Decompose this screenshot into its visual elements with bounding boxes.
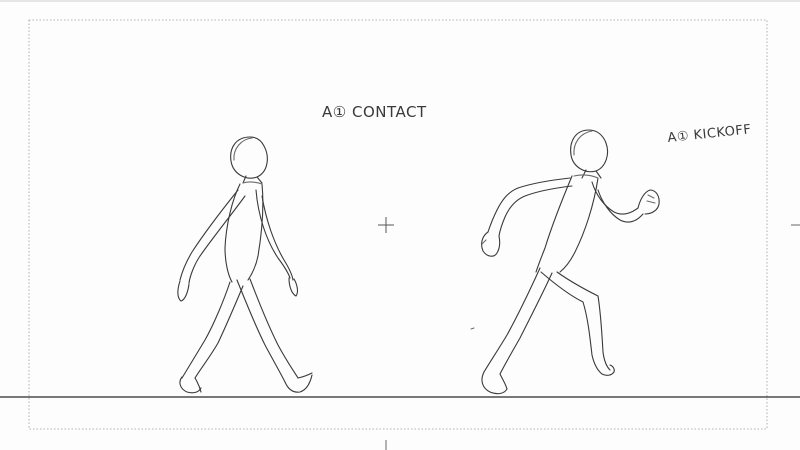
running-figure-torso — [535, 175, 573, 273]
running-figure — [481, 129, 660, 395]
walking-figure-back-arm — [179, 189, 239, 281]
running-figure-back-leg — [483, 267, 541, 373]
walking-figure-back-leg — [181, 281, 231, 379]
walking-figure-head — [230, 136, 268, 179]
contact-label: A① CONTACT — [322, 103, 427, 121]
running-figure-head — [570, 129, 609, 173]
kickoff-label: A① KICKOFF — [667, 122, 752, 146]
walking-figure-front-arm — [255, 189, 291, 279]
running-figure-front-leg — [540, 271, 603, 375]
running-figure-front-arm — [591, 181, 639, 215]
running-figure-back-arm — [487, 177, 571, 233]
stray-pencil-mark — [470, 327, 475, 330]
walking-figure — [177, 136, 313, 394]
walking-figure-front-leg — [236, 279, 286, 383]
safe-area-frame — [28, 19, 768, 430]
walking-figure-torso — [224, 183, 241, 283]
center-crosshair — [378, 217, 394, 233]
